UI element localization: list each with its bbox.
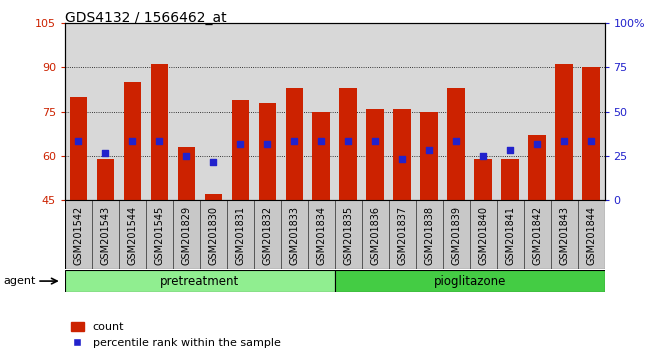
Text: agent: agent: [3, 276, 36, 286]
Text: pioglitazone: pioglitazone: [434, 275, 506, 287]
Text: GSM201842: GSM201842: [532, 206, 542, 265]
Point: [154, 138, 164, 144]
Text: GSM201843: GSM201843: [559, 206, 569, 264]
Bar: [421, 112, 438, 200]
Point: [343, 138, 354, 144]
Text: GSM201542: GSM201542: [73, 206, 83, 265]
Text: GSM201837: GSM201837: [397, 206, 407, 265]
Bar: [335, 270, 604, 292]
Bar: [205, 194, 222, 200]
Bar: [177, 147, 195, 200]
Text: GSM201835: GSM201835: [343, 206, 353, 265]
Bar: [151, 64, 168, 200]
Point: [505, 147, 515, 153]
Bar: [555, 64, 573, 200]
Text: GSM201844: GSM201844: [586, 206, 596, 264]
Point: [370, 138, 380, 144]
Point: [208, 159, 218, 165]
Point: [586, 138, 596, 144]
Bar: [501, 159, 519, 200]
Text: pretreatment: pretreatment: [161, 275, 239, 287]
Text: GSM201834: GSM201834: [317, 206, 326, 264]
Bar: [65, 270, 335, 292]
Text: GSM201543: GSM201543: [101, 206, 111, 265]
Text: GSM201841: GSM201841: [505, 206, 515, 264]
Bar: [474, 159, 492, 200]
Bar: [97, 159, 114, 200]
Point: [316, 138, 326, 144]
Point: [424, 147, 434, 153]
Text: GDS4132 / 1566462_at: GDS4132 / 1566462_at: [65, 11, 227, 25]
Point: [478, 153, 488, 159]
Bar: [259, 103, 276, 200]
Point: [289, 138, 300, 144]
Bar: [285, 88, 303, 200]
Text: GSM201839: GSM201839: [451, 206, 461, 264]
Point: [451, 138, 462, 144]
Point: [100, 150, 110, 156]
Text: GSM201836: GSM201836: [370, 206, 380, 264]
Point: [181, 153, 192, 159]
Text: GSM201831: GSM201831: [235, 206, 245, 264]
Point: [559, 138, 569, 144]
Text: GSM201832: GSM201832: [263, 206, 272, 265]
Bar: [528, 135, 546, 200]
Point: [235, 141, 246, 147]
Point: [262, 141, 272, 147]
Text: GSM201838: GSM201838: [424, 206, 434, 264]
Point: [73, 138, 84, 144]
Bar: [447, 88, 465, 200]
Text: GSM201829: GSM201829: [181, 206, 191, 265]
Point: [532, 141, 542, 147]
Bar: [70, 97, 87, 200]
Text: GSM201544: GSM201544: [127, 206, 137, 265]
Bar: [124, 82, 141, 200]
Bar: [582, 67, 600, 200]
Point: [127, 138, 138, 144]
Bar: [367, 109, 384, 200]
Bar: [339, 88, 357, 200]
Point: [397, 156, 408, 161]
Bar: [231, 100, 249, 200]
Text: GSM201840: GSM201840: [478, 206, 488, 264]
Text: GSM201833: GSM201833: [289, 206, 299, 264]
Bar: [313, 112, 330, 200]
Text: GSM201545: GSM201545: [155, 206, 164, 265]
Text: GSM201830: GSM201830: [209, 206, 218, 264]
Legend: count, percentile rank within the sample: count, percentile rank within the sample: [71, 322, 281, 348]
Bar: [393, 109, 411, 200]
